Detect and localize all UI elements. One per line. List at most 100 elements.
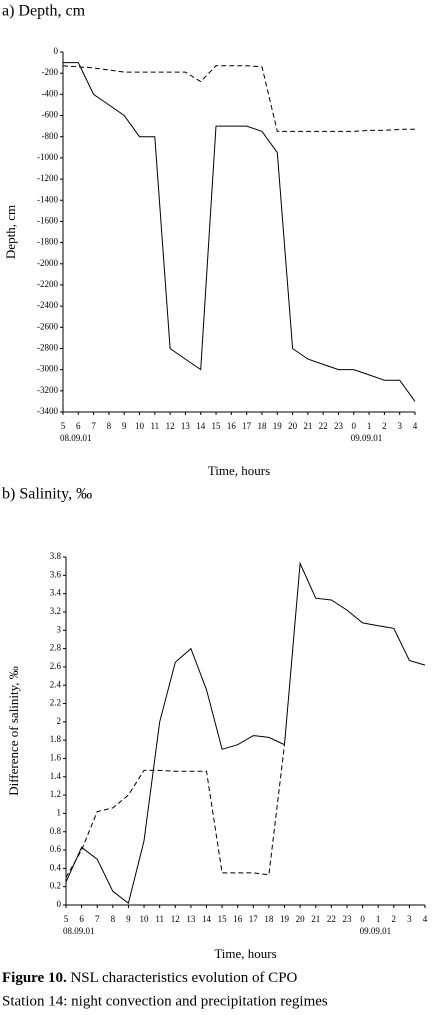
x-tick-label: 14 bbox=[202, 914, 212, 924]
y-tick-label: 0.4 bbox=[50, 862, 62, 872]
y-axis-label: Difference of salinity, ‰ bbox=[6, 666, 21, 796]
x-tick-label: 11 bbox=[155, 914, 164, 924]
x-tick-label: 1 bbox=[376, 914, 381, 924]
x-tick-label: 22 bbox=[319, 421, 328, 431]
y-tick-label: 0.2 bbox=[50, 881, 61, 891]
x-tick-label: 18 bbox=[257, 421, 267, 431]
x-tick-label: 14 bbox=[196, 421, 206, 431]
y-tick-label: -800 bbox=[42, 131, 59, 141]
y-tick-label: 3.4 bbox=[50, 588, 62, 598]
y-tick-label: 2 bbox=[57, 716, 62, 726]
y-tick-label: -1600 bbox=[37, 215, 58, 225]
y-tick-label: -2200 bbox=[37, 279, 58, 289]
x-tick-label: 19 bbox=[273, 421, 283, 431]
x-tick-label: 2 bbox=[392, 914, 397, 924]
x-tick-label: 15 bbox=[218, 914, 228, 924]
y-tick-label: 1.2 bbox=[50, 789, 61, 799]
x-tick-label: 23 bbox=[334, 421, 344, 431]
x-tick-label: 8 bbox=[107, 421, 112, 431]
caption: Figure 10. NSL characteristics evolution… bbox=[2, 970, 298, 986]
line bbox=[65, 744, 285, 878]
x-tick-label: 17 bbox=[249, 914, 259, 924]
caption-text: NSL characteristics evolution of CPO bbox=[70, 970, 297, 986]
x-tick-label: 9 bbox=[122, 421, 127, 431]
x-tick-label: 22 bbox=[327, 914, 336, 924]
y-tick-label: -2000 bbox=[37, 258, 58, 268]
x-tick-label: 23 bbox=[342, 914, 352, 924]
y-tick-label: -2600 bbox=[37, 321, 58, 331]
x-tick-label: 16 bbox=[233, 914, 243, 924]
x-tick-label: 15 bbox=[212, 421, 222, 431]
x-tick-label: 11 bbox=[150, 421, 159, 431]
x-tick-label: 9 bbox=[126, 914, 131, 924]
x-tick-label: 3 bbox=[407, 914, 412, 924]
x-tick-label: 20 bbox=[288, 421, 298, 431]
x-sublabel: 09.09.01 bbox=[351, 433, 383, 443]
y-tick-label: 0.6 bbox=[50, 844, 62, 854]
y-tick-label: -1000 bbox=[37, 152, 58, 162]
x-tick-label: 3 bbox=[397, 421, 402, 431]
y-tick-label: 1.8 bbox=[50, 734, 62, 744]
x-tick-label: 12 bbox=[166, 421, 175, 431]
x-tick-label: 18 bbox=[264, 914, 274, 924]
y-tick-label: 1 bbox=[57, 807, 62, 817]
y-tick-label: -2800 bbox=[37, 343, 58, 353]
line bbox=[65, 561, 426, 905]
y-tick-label: 1.6 bbox=[50, 753, 62, 763]
x-tick-label: 4 bbox=[423, 914, 428, 924]
x-tick-label: 5 bbox=[64, 914, 69, 924]
y-tick-label: 2.4 bbox=[50, 679, 62, 689]
x-tick-label: 13 bbox=[181, 421, 191, 431]
x-tick-label: 1 bbox=[367, 421, 372, 431]
y-tick-label: -2400 bbox=[37, 300, 58, 310]
chart-title: b) Salinity, ‰ bbox=[2, 486, 92, 503]
x-sublabel: 08.09.01 bbox=[60, 433, 92, 443]
x-tick-label: 5 bbox=[61, 421, 66, 431]
line bbox=[63, 62, 416, 402]
caption-text: Station 14: night convection and precipi… bbox=[2, 993, 328, 1009]
x-sublabel: 08.09.01 bbox=[63, 926, 95, 936]
x-tick-label: 10 bbox=[135, 421, 145, 431]
y-tick-label: 0 bbox=[57, 899, 62, 909]
x-tick-label: 16 bbox=[227, 421, 237, 431]
x-tick-label: 0 bbox=[360, 914, 365, 924]
y-tick-label: 0.8 bbox=[50, 826, 62, 836]
y-tick-label: -1800 bbox=[37, 237, 58, 247]
y-tick-label: -1400 bbox=[37, 194, 58, 204]
x-tick-label: 2 bbox=[382, 421, 387, 431]
y-tick-label: 0 bbox=[54, 46, 59, 56]
x-tick-label: 7 bbox=[95, 914, 100, 924]
x-tick-label: 20 bbox=[296, 914, 306, 924]
y-axis-label: Depth, cm bbox=[3, 205, 18, 259]
x-tick-label: 6 bbox=[76, 421, 81, 431]
y-tick-label: -200 bbox=[42, 67, 59, 77]
x-sublabel: 09.09.01 bbox=[360, 926, 392, 936]
x-tick-label: 19 bbox=[280, 914, 290, 924]
x-tick-label: 0 bbox=[352, 421, 357, 431]
x-axis-label: Time, hours bbox=[208, 463, 270, 478]
y-tick-label: -3400 bbox=[37, 406, 58, 416]
x-axis-label: Time, hours bbox=[214, 946, 276, 961]
y-tick-label: -3000 bbox=[37, 364, 58, 374]
caption-label: Figure 10. bbox=[2, 970, 67, 986]
y-tick-label: -1200 bbox=[37, 173, 58, 183]
x-tick-label: 21 bbox=[311, 914, 320, 924]
x-tick-label: 8 bbox=[111, 914, 116, 924]
x-tick-label: 7 bbox=[91, 421, 96, 431]
y-tick-label: 3 bbox=[57, 624, 62, 634]
y-tick-label: -3200 bbox=[37, 385, 58, 395]
x-tick-label: 21 bbox=[303, 421, 312, 431]
y-tick-label: 3.2 bbox=[50, 606, 61, 616]
line bbox=[62, 65, 415, 132]
y-tick-label: 3.8 bbox=[50, 551, 62, 561]
x-tick-label: 13 bbox=[186, 914, 196, 924]
x-tick-label: 10 bbox=[140, 914, 150, 924]
x-tick-label: 12 bbox=[171, 914, 180, 924]
x-tick-label: 4 bbox=[413, 421, 418, 431]
x-tick-label: 17 bbox=[242, 421, 252, 431]
x-tick-label: 6 bbox=[79, 914, 84, 924]
y-tick-label: 2.2 bbox=[50, 698, 61, 708]
y-tick-label: 1.4 bbox=[50, 771, 62, 781]
y-tick-label: 2.8 bbox=[50, 643, 62, 653]
